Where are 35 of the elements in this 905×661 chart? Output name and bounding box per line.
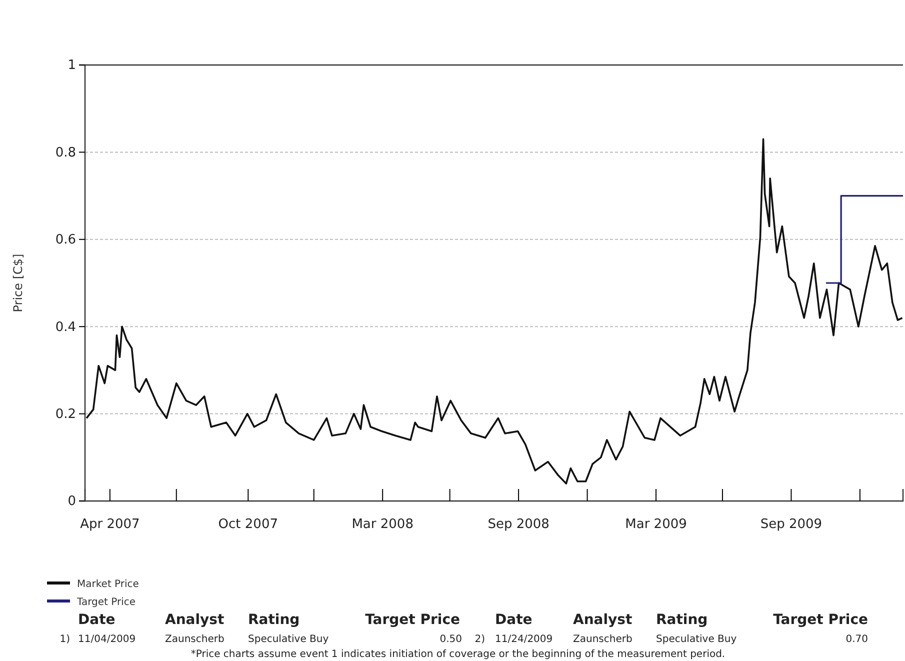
x-tick-label: Oct 2007 bbox=[218, 517, 278, 532]
text: Date bbox=[495, 612, 532, 628]
text: Target Price bbox=[773, 612, 868, 628]
text: 0.70 bbox=[846, 634, 868, 645]
legend-label: Market Price bbox=[77, 579, 139, 590]
text: Zaunscherb bbox=[165, 634, 224, 645]
y-tick-label: 0 bbox=[68, 494, 76, 510]
legend-label: Target Price bbox=[76, 597, 136, 608]
x-tick-label: Mar 2009 bbox=[625, 517, 687, 532]
x-tick-label: Mar 2008 bbox=[352, 517, 414, 532]
y-axis-title: Price [C$] bbox=[11, 254, 25, 312]
text: Rating bbox=[248, 612, 300, 628]
text: Speculative Buy bbox=[248, 634, 329, 645]
text: Zaunscherb bbox=[573, 634, 632, 645]
text: Target Price bbox=[365, 612, 460, 628]
text: Date bbox=[78, 612, 116, 628]
text: 11/04/2009 bbox=[78, 634, 136, 645]
text: 2) bbox=[474, 634, 486, 645]
text: 11/24/2009 bbox=[495, 634, 553, 645]
y-tick-label: 0.8 bbox=[55, 145, 76, 160]
text: Rating bbox=[656, 612, 708, 628]
x-tick-label: Apr 2007 bbox=[80, 517, 140, 532]
text: Speculative Buy bbox=[656, 634, 737, 645]
y-tick-label: 0.4 bbox=[55, 320, 76, 335]
text: 0.50 bbox=[440, 634, 462, 645]
y-tick-label: 0.2 bbox=[55, 406, 76, 422]
text: *Price charts assume event 1 indicates initiation of coverage or the beginning of the measurement period. bbox=[190, 649, 726, 660]
x-tick-label: Sep 2009 bbox=[760, 517, 822, 532]
line-series bbox=[86, 138, 904, 484]
text: Analyst bbox=[165, 612, 225, 628]
x-tick-label: Sep 2008 bbox=[488, 517, 550, 532]
y-tick-label: 0.6 bbox=[55, 232, 76, 248]
text: Analyst bbox=[573, 612, 633, 628]
y-tick-label: 1 bbox=[68, 58, 76, 74]
text: 1) bbox=[60, 634, 70, 645]
